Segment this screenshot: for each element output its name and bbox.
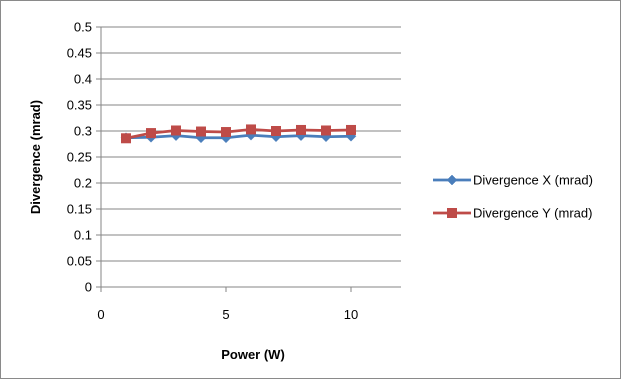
data-point bbox=[221, 127, 231, 138]
y-tick-label: 0.1 bbox=[74, 228, 92, 243]
data-point bbox=[246, 124, 256, 135]
data-point bbox=[321, 125, 331, 136]
data-point bbox=[296, 124, 306, 135]
data-point bbox=[146, 128, 156, 139]
legend-swatch-marker bbox=[447, 208, 457, 218]
y-tick-label: 0.3 bbox=[74, 124, 92, 139]
y-tick-label: 0.15 bbox=[67, 202, 92, 217]
data-point bbox=[171, 125, 181, 136]
series bbox=[120, 124, 357, 144]
y-tick-label: 0.35 bbox=[67, 98, 92, 113]
legend-item-1: Divergence X (mrad) bbox=[433, 173, 593, 188]
x-tick-label: 0 bbox=[97, 307, 104, 322]
tick-labels: 0 0.05 0.1 0.15 0.2 0.25 0.3 0.35 0.4 0.45 0.5 0 5 10 bbox=[67, 20, 359, 323]
y-tick-label: 0.4 bbox=[74, 72, 92, 87]
axes bbox=[100, 27, 401, 288]
series-line bbox=[125, 128, 352, 140]
y-tick-label: 0.05 bbox=[67, 254, 92, 269]
x-tick-label: 5 bbox=[222, 307, 229, 322]
series-2 bbox=[121, 124, 356, 144]
legend-label: Divergence X (mrad) bbox=[473, 173, 593, 188]
y-tick-label: 0 bbox=[85, 280, 92, 295]
legend-swatch-marker bbox=[446, 174, 458, 186]
legend: Divergence X (mrad) Divergence Y (mrad) bbox=[433, 173, 593, 221]
y-tick-label: 0.5 bbox=[74, 20, 92, 35]
x-tick-label: 10 bbox=[344, 307, 358, 322]
data-point bbox=[121, 133, 131, 144]
series-line bbox=[125, 133, 352, 140]
legend-item-2: Divergence Y (mrad) bbox=[433, 206, 592, 221]
y-tick-label: 0.25 bbox=[67, 150, 92, 165]
gridlines bbox=[96, 26, 401, 292]
legend-label: Divergence Y (mrad) bbox=[473, 206, 592, 221]
y-axis-title: Divergence (mrad) bbox=[28, 100, 43, 214]
x-axis-title: Power (W) bbox=[221, 347, 285, 362]
data-point bbox=[196, 126, 206, 137]
y-tick-label: 0.45 bbox=[67, 46, 92, 61]
data-point bbox=[271, 126, 281, 136]
data-point bbox=[346, 124, 356, 135]
y-tick-label: 0.2 bbox=[74, 176, 92, 191]
